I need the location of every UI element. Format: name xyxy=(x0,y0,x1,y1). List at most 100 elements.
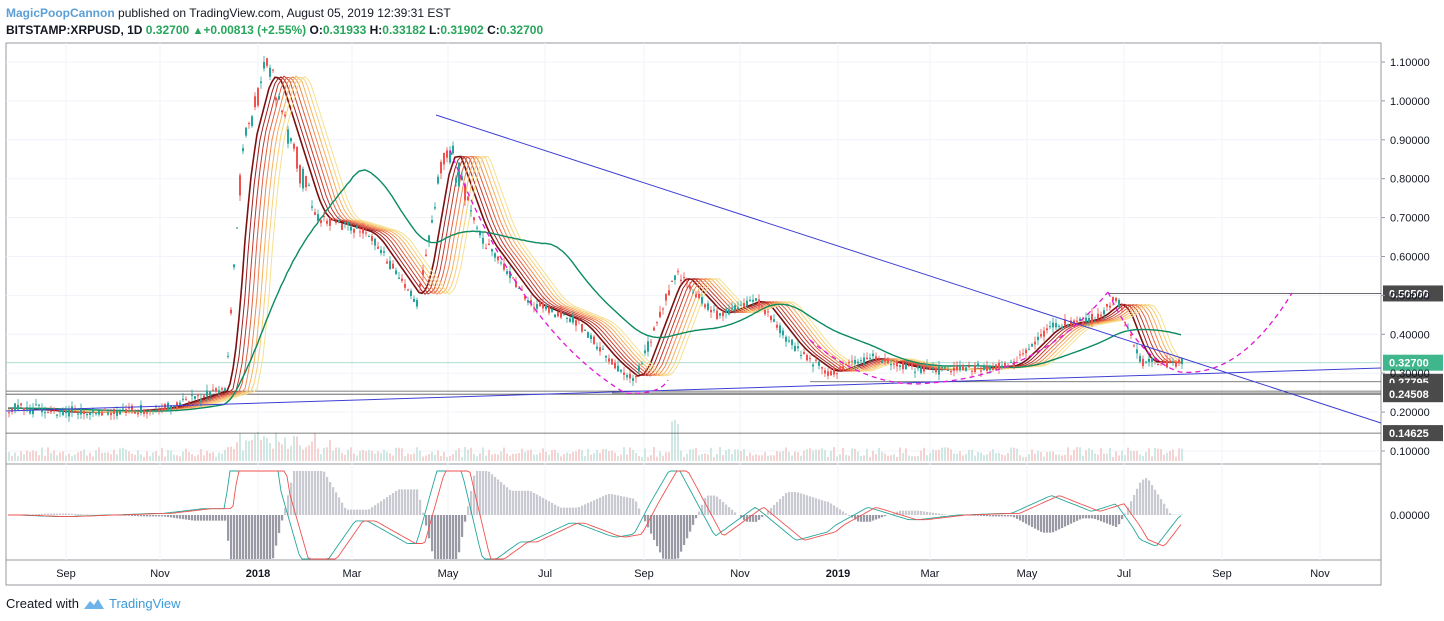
candle-body xyxy=(119,411,121,415)
volume-bar xyxy=(251,439,253,461)
volume-bar xyxy=(890,455,892,461)
macd-histogram-bar xyxy=(209,515,212,521)
candle-body xyxy=(626,374,628,378)
volume-bar xyxy=(209,452,211,461)
candle-body xyxy=(1175,361,1177,367)
volume-bar xyxy=(575,451,577,461)
candle-body xyxy=(986,366,988,371)
candle-body xyxy=(146,412,148,414)
candle-body xyxy=(584,329,586,331)
macd-histogram-bar xyxy=(659,515,662,553)
volume-bar xyxy=(302,449,304,461)
macd-histogram-bar xyxy=(287,495,290,515)
macd-histogram-bar xyxy=(869,515,872,522)
volume-bar xyxy=(137,450,139,461)
macd-histogram-bar xyxy=(758,515,761,520)
macd-histogram-bar xyxy=(464,515,467,522)
volume-bar xyxy=(761,455,763,461)
volume-bar xyxy=(158,455,160,461)
candle-body xyxy=(338,220,340,223)
volume-bar xyxy=(461,456,463,461)
candle-body xyxy=(617,365,619,372)
volume-bar xyxy=(539,452,541,461)
candle-body xyxy=(491,248,493,252)
macd-histogram-bar xyxy=(1028,515,1031,526)
volume-bar xyxy=(524,451,526,461)
macd-histogram-bar xyxy=(650,515,653,534)
tradingview-brand[interactable]: TradingView xyxy=(108,596,181,611)
candle-body xyxy=(692,292,694,294)
candle-body xyxy=(440,161,442,174)
macd-histogram-bar xyxy=(1010,515,1013,517)
candle-body xyxy=(254,96,256,108)
volume-bar xyxy=(1082,455,1084,461)
volume-bar xyxy=(824,449,826,461)
price-tick-label: 0.80000 xyxy=(1390,174,1430,186)
author-name[interactable]: MagicPoopCannon xyxy=(6,6,115,20)
time-axis[interactable] xyxy=(5,559,1382,586)
price-axis[interactable]: 1.10000 1.00000 0.90000 0.80000 0.70000 0.600… xyxy=(1381,57,1430,458)
volume-bar xyxy=(128,451,130,461)
time-tick-label: May xyxy=(438,568,459,580)
volume-bar xyxy=(80,450,82,461)
candle-body xyxy=(125,409,127,413)
volume-bar xyxy=(1169,450,1171,461)
volume-bar xyxy=(590,454,592,461)
time-tick-label: Mar xyxy=(921,568,940,580)
macd-histogram-bar xyxy=(413,489,416,515)
volume-bar xyxy=(1154,447,1156,461)
volume-bar xyxy=(38,455,40,461)
candle-body xyxy=(233,264,235,268)
candle-body xyxy=(245,127,247,136)
macd-histogram-bar xyxy=(1127,507,1130,515)
volume-bar xyxy=(665,452,667,461)
macd-histogram-bar xyxy=(434,515,437,559)
macd-histogram-bar xyxy=(146,515,149,517)
macd-histogram-bar xyxy=(185,515,188,520)
candle-body xyxy=(527,300,529,303)
candle-body xyxy=(500,262,502,264)
long-ma-line xyxy=(8,169,1182,412)
candle-body xyxy=(737,307,739,310)
candle-body xyxy=(341,223,343,230)
candle-body xyxy=(689,285,691,289)
volume-bar xyxy=(680,450,682,461)
volume-bar xyxy=(908,455,910,461)
volume-bar xyxy=(785,447,787,461)
candle-body xyxy=(578,319,580,321)
macd-histogram-bar xyxy=(392,493,395,515)
candle-body xyxy=(284,114,286,117)
macd-histogram-bar xyxy=(779,499,782,515)
macd-histogram-bar xyxy=(347,509,350,515)
candle-body xyxy=(1049,326,1051,328)
macd-histogram-bar xyxy=(488,471,491,515)
candle-body xyxy=(326,220,328,224)
volume-bar xyxy=(425,455,427,461)
volume-bar xyxy=(1148,448,1150,461)
macd-histogram-bar xyxy=(221,515,224,521)
macd-histogram-bar xyxy=(182,515,185,520)
high-label: H: xyxy=(369,23,383,37)
macd-histogram-bar xyxy=(908,510,911,515)
macd-histogram-bar xyxy=(653,515,656,540)
macd-histogram-bar xyxy=(440,515,443,559)
volume-bar xyxy=(881,451,883,461)
macd-pane[interactable] xyxy=(5,463,1382,561)
volume-bar xyxy=(1127,447,1129,461)
volume-bar xyxy=(566,452,568,461)
macd-histogram-bar xyxy=(170,515,173,518)
up-arrow-icon: ▲ xyxy=(192,25,204,37)
volume-bar xyxy=(653,447,655,461)
macd-histogram-bar xyxy=(350,509,353,515)
volume-bar xyxy=(467,449,469,461)
volume-bar xyxy=(242,450,244,461)
macd-histogram-bar xyxy=(743,515,746,521)
volume-bar xyxy=(494,453,496,461)
candle-body xyxy=(377,246,379,249)
candle-body xyxy=(1028,348,1030,350)
candle-body xyxy=(410,290,412,297)
candle-body xyxy=(1136,349,1138,354)
macd-histogram-bar xyxy=(1163,503,1166,515)
candle-body xyxy=(977,363,979,367)
